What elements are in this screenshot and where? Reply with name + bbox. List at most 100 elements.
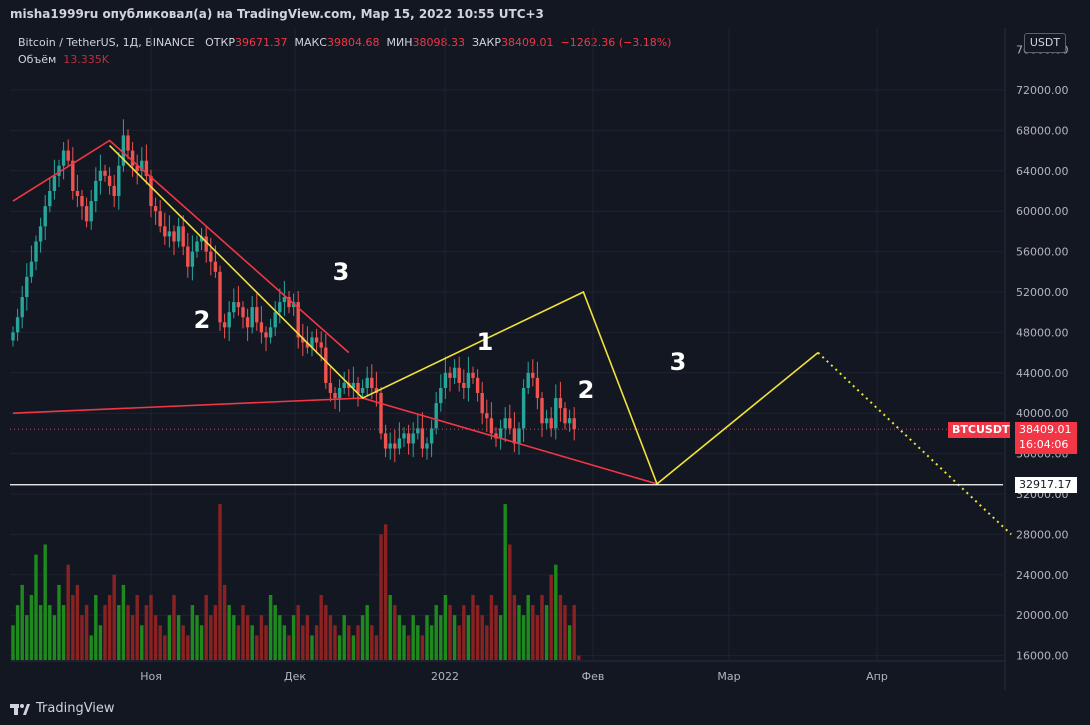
volume-bar: [163, 635, 167, 660]
candle-body: [489, 418, 494, 434]
candle-body: [291, 302, 296, 308]
candle-body: [365, 377, 369, 388]
last-price-value: 38409.01: [1019, 423, 1072, 436]
candle-body: [25, 276, 29, 298]
candle-body: [406, 433, 411, 444]
volume-bar: [563, 605, 567, 660]
candles: [11, 119, 576, 463]
volume-bar: [11, 625, 15, 660]
volume-bar: [558, 595, 563, 660]
tradingview-logo-icon: [10, 703, 30, 715]
volume-bar: [25, 615, 29, 660]
volume-bar: [259, 615, 264, 660]
volume-bar: [535, 615, 540, 660]
candle-body: [218, 271, 222, 323]
trendline-red: [12, 397, 363, 414]
volume-bar: [489, 595, 494, 660]
candle-body: [94, 180, 98, 202]
volume-bar: [190, 605, 195, 660]
candle-body: [554, 398, 558, 429]
volume-bar: [296, 605, 300, 660]
publisher-header: misha1999ru опубликовал(а) на TradingVie…: [0, 0, 1090, 28]
volume-bar: [287, 635, 291, 660]
legend-volume-label[interactable]: Объём: [18, 53, 57, 66]
candle-body: [567, 418, 572, 424]
candle-body: [103, 170, 107, 176]
candle-body: [319, 342, 323, 348]
wave-label: 3: [670, 348, 687, 376]
candle-body: [347, 382, 351, 388]
candle-body: [264, 332, 268, 338]
candle-body: [328, 382, 333, 393]
volume-bar: [213, 605, 218, 660]
candle-body: [531, 372, 535, 378]
volume-bar: [117, 605, 121, 660]
volume-bar: [268, 595, 273, 660]
volume-bar: [517, 605, 521, 660]
candle-body: [448, 372, 452, 378]
candle-body: [544, 418, 549, 424]
candle-body: [494, 433, 498, 439]
volume-bar: [503, 504, 507, 660]
legend-symbol[interactable]: Bitcoin / TetherUS, 1Д, BINANCE: [18, 36, 195, 49]
candle-body: [232, 302, 236, 313]
candle-body: [61, 150, 66, 166]
volume-bar: [498, 615, 503, 660]
candle-body: [526, 372, 530, 388]
volume-bars: [11, 504, 581, 660]
candle-body: [181, 226, 185, 247]
volume-bar: [75, 584, 80, 660]
volume-bar: [126, 605, 130, 660]
candle-body: [11, 332, 15, 341]
candle-body: [43, 206, 47, 227]
volume-bar: [383, 524, 388, 660]
price-axis-label: 68000.00: [1016, 124, 1069, 137]
volume-bar: [549, 574, 553, 660]
volume-bar: [466, 615, 471, 660]
currency-badge[interactable]: USDT: [1024, 33, 1066, 53]
candle-body: [411, 433, 415, 444]
volume-bar: [360, 615, 365, 660]
candle-body: [305, 342, 310, 348]
volume-bar: [195, 615, 199, 660]
candle-body: [402, 433, 406, 439]
candle-body: [296, 302, 300, 338]
candle-body: [356, 382, 360, 393]
volume-bar: [130, 615, 135, 660]
volume-bar: [347, 625, 351, 660]
volume-bar: [439, 615, 443, 660]
volume-bar: [29, 595, 34, 660]
tradingview-logo[interactable]: TradingView: [10, 701, 115, 716]
candle-body: [34, 241, 38, 262]
candle-body: [420, 428, 425, 449]
volume-bar: [393, 605, 397, 660]
volume-bar: [333, 625, 337, 660]
volume-bar: [250, 625, 254, 660]
candle-body: [443, 372, 448, 388]
candle-body: [416, 428, 420, 434]
candle-body: [471, 372, 475, 378]
volume-bar: [94, 595, 98, 660]
volume-bar: [577, 655, 581, 660]
volume-bar: [273, 605, 277, 660]
candle-body: [383, 433, 388, 449]
volume-bar: [425, 615, 429, 660]
volume-bar: [241, 605, 245, 660]
legend-change: −1262.36 (−3.18%): [560, 36, 672, 49]
volume-bar: [429, 625, 434, 660]
publisher-text: misha1999ru опубликовал(а) на TradingVie…: [10, 7, 544, 21]
candle-body: [167, 231, 172, 237]
price-axis-label: 44000.00: [1016, 367, 1069, 380]
candle-body: [517, 428, 521, 444]
candle-body: [498, 428, 503, 439]
candle-body: [535, 377, 540, 399]
candle-body: [66, 150, 70, 161]
candle-body: [15, 317, 20, 333]
volume-bar: [411, 615, 415, 660]
volume-bar: [121, 584, 126, 660]
volume-bar: [370, 625, 374, 660]
time-axis-label: 2022: [431, 670, 459, 683]
volume-bar: [282, 625, 287, 660]
candle-body: [572, 418, 576, 430]
